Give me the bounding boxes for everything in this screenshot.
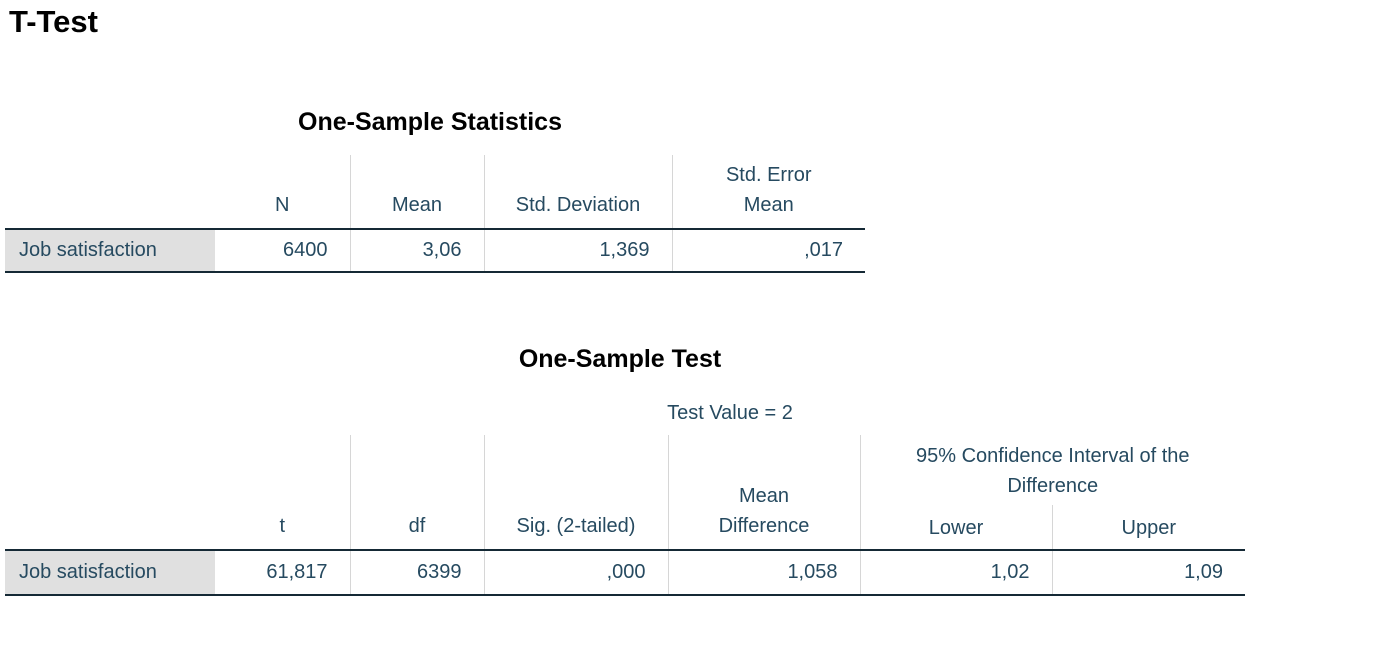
row-header: Job satisfaction — [5, 550, 215, 596]
column-header: N — [215, 155, 350, 230]
table-title: One-Sample Statistics — [298, 108, 562, 136]
row-header: Job satisfaction — [5, 229, 215, 273]
cell: 1,058 — [667, 550, 860, 596]
column-header: df — [349, 435, 484, 551]
cell: 1,02 — [859, 550, 1052, 596]
header-row: t df Sig. (2-tailed) Mean Difference 95%… — [5, 435, 1245, 551]
page-title: T-Test — [9, 4, 98, 39]
column-header: Std. Deviation — [483, 155, 672, 230]
group-header: 95% Confidence Interval of the Differenc… — [859, 435, 1245, 505]
statistics-table: N Mean Std. Deviation Std. Error Mean Jo… — [5, 155, 865, 273]
corner — [5, 155, 215, 230]
cell: 61,817 — [215, 550, 350, 596]
test-table: t df Sig. (2-tailed) Mean Difference 95%… — [5, 435, 1245, 596]
cell: 1,09 — [1051, 550, 1245, 596]
data-row: Job satisfaction 6400 3,06 1,369 ,017 — [5, 229, 865, 273]
column-header: Mean Difference — [667, 435, 860, 551]
cell: 1,369 — [483, 229, 672, 273]
column-header: Sig. (2-tailed) — [483, 435, 668, 551]
corner — [5, 435, 215, 551]
data-row: Job satisfaction 61,817 6399 ,000 1,058 … — [5, 550, 1245, 596]
cell: ,017 — [671, 229, 865, 273]
test-value: Test Value = 2 — [667, 402, 793, 424]
table-title: One-Sample Test — [518, 345, 722, 373]
cell: 6399 — [349, 550, 484, 596]
column-header: Std. Error Mean — [671, 155, 865, 230]
header-row: Lower Upper — [5, 505, 1245, 551]
cell: 6400 — [215, 229, 350, 273]
cell: ,000 — [483, 550, 668, 596]
column-header: t — [215, 435, 350, 551]
column-header: Lower — [859, 505, 1052, 551]
column-header: Upper — [1051, 505, 1245, 551]
cell: 3,06 — [349, 229, 484, 273]
header-row: N Mean Std. Deviation Std. Error Mean — [5, 155, 865, 230]
column-header: Mean — [349, 155, 484, 230]
